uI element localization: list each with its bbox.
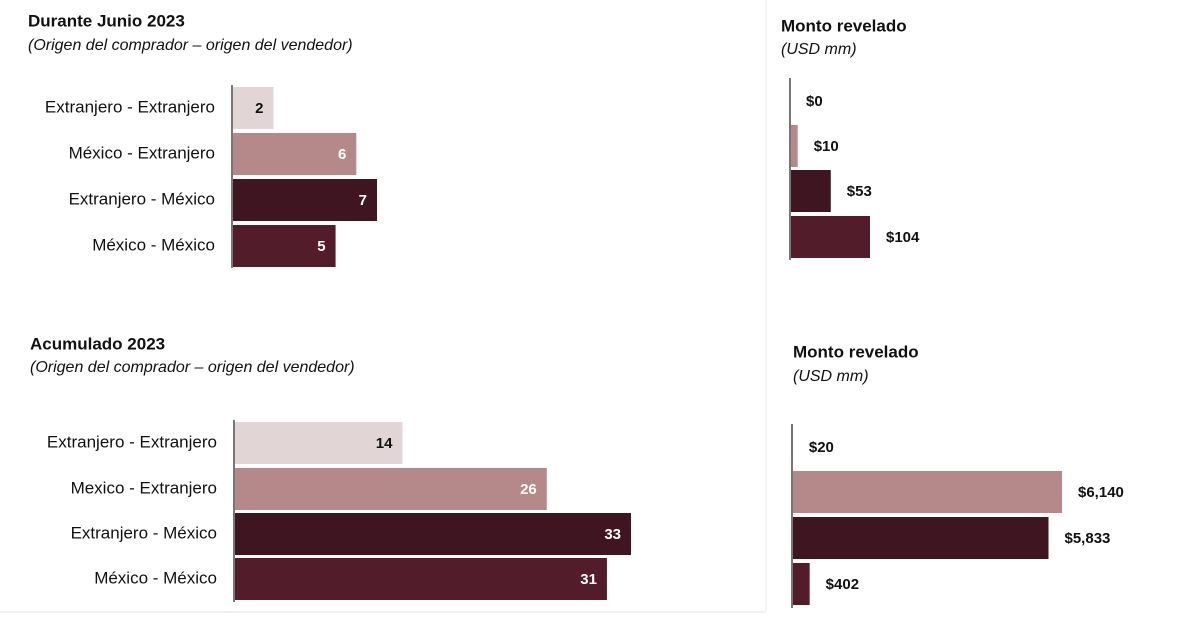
chart-subtitle: (USD mm) — [793, 368, 869, 385]
bar — [234, 513, 631, 555]
value-label: 14 — [376, 435, 393, 452]
bar — [792, 517, 1049, 559]
value-label: $402 — [826, 576, 859, 593]
value-label: 26 — [520, 481, 537, 498]
category-label: México - Extranjero — [69, 143, 215, 162]
value-label: $6,140 — [1078, 484, 1124, 501]
bar — [232, 133, 357, 175]
value-label: 7 — [359, 192, 367, 209]
category-label: Extranjero - Extranjero — [45, 97, 215, 116]
bar — [792, 471, 1062, 513]
chart-subtitle: (USD mm) — [781, 41, 857, 58]
category-label: Extranjero - México — [71, 523, 217, 542]
category-label: México - México — [94, 568, 217, 587]
chart-title: Monto revelado — [781, 16, 907, 35]
bar — [792, 563, 810, 605]
value-label: 5 — [317, 238, 325, 255]
category-label: Mexico - Extranjero — [71, 478, 217, 497]
value-label: $0 — [806, 93, 823, 110]
bar — [234, 422, 403, 464]
chart-title: Durante Junio 2023 — [28, 11, 185, 30]
bar — [790, 216, 870, 258]
value-label: 6 — [338, 146, 346, 163]
value-label: 2 — [255, 100, 263, 117]
value-label: 33 — [604, 526, 621, 543]
value-label: $20 — [809, 439, 834, 456]
value-label: $53 — [847, 183, 872, 200]
value-label: 31 — [580, 571, 597, 588]
category-label: México - México — [92, 235, 215, 254]
bar — [790, 125, 798, 167]
bar — [790, 170, 831, 212]
bar — [232, 87, 274, 129]
bar — [232, 225, 336, 267]
bar — [234, 468, 547, 510]
bar — [234, 558, 607, 600]
value-label: $104 — [886, 229, 920, 246]
chart-subtitle: (Origen del comprador – origen del vende… — [30, 359, 355, 376]
category-label: Extranjero - Extranjero — [47, 432, 217, 451]
value-label: $5,833 — [1065, 530, 1111, 547]
chart-title: Monto revelado — [793, 342, 919, 361]
bar — [232, 179, 377, 221]
category-label: Extranjero - México — [69, 189, 215, 208]
value-label: $10 — [814, 138, 839, 155]
chart-title: Acumulado 2023 — [30, 334, 165, 353]
chart-subtitle: (Origen del comprador – origen del vende… — [28, 37, 353, 54]
